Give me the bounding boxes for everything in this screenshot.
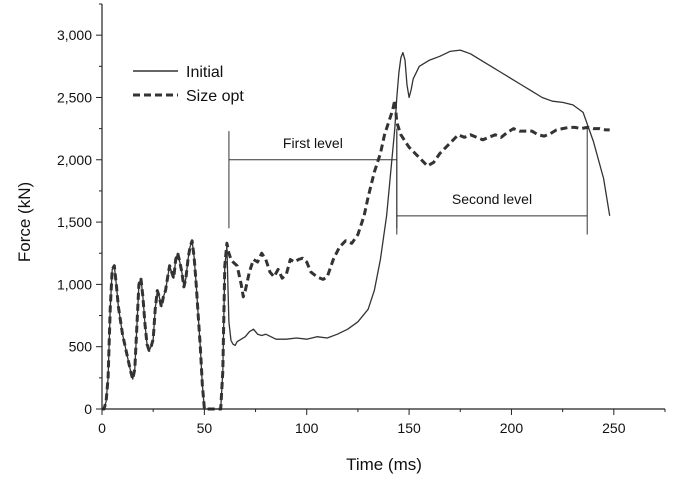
annotation-label-second-level: Second level — [452, 191, 532, 207]
annotation-layer: First level Second level — [228, 128, 588, 235]
legend-label-initial: Initial — [186, 64, 223, 81]
x-tick-label: 250 — [602, 420, 626, 436]
x-tick-label: 0 — [98, 420, 106, 436]
x-tick-label: 50 — [197, 420, 213, 436]
series-line-initial — [102, 49, 611, 410]
axis-layer: 0 50 100 150 200 250 0 500 1,000 1,500 2,000 2,500 3… — [57, 3, 666, 436]
x-tick-label: 100 — [295, 420, 319, 436]
legend: Initial Size opt — [133, 64, 244, 105]
y-tick-label: 2,500 — [57, 89, 92, 105]
series-line-size-opt — [102, 98, 610, 411]
y-axis-title: Force (kN) — [15, 182, 34, 262]
y-tick-label: 2,000 — [57, 152, 92, 168]
x-tick-label: 200 — [500, 420, 524, 436]
y-tick-label: 3,000 — [57, 27, 92, 43]
x-tick-label: 150 — [397, 420, 421, 436]
y-tick-label: 1,500 — [57, 214, 92, 230]
y-tick-label: 0 — [84, 401, 92, 417]
y-tick-label: 1,000 — [57, 276, 92, 292]
x-axis-title: Time (ms) — [346, 455, 422, 474]
series-layer — [102, 49, 611, 411]
y-tick-label: 500 — [69, 339, 93, 355]
annotation-label-first-level: First level — [283, 135, 343, 151]
legend-label-size-opt: Size opt — [186, 88, 244, 105]
